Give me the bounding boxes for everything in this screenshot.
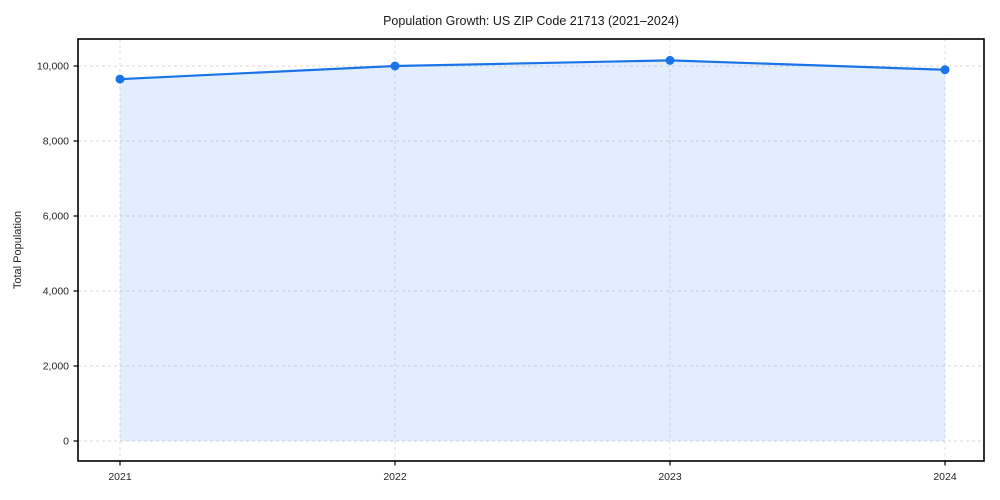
- plot-background: [78, 39, 984, 461]
- x-tick-label: 2024: [933, 471, 957, 483]
- data-points: [115, 55, 950, 84]
- x-tick-label: 2022: [383, 471, 407, 483]
- line-series: [118, 59, 947, 81]
- y-tick-label: 4,000: [43, 286, 69, 298]
- data-point-2024: [940, 65, 950, 75]
- x-tick-label: 2021: [108, 471, 132, 483]
- data-point-2023: [665, 55, 675, 65]
- data-point-2021: [115, 74, 125, 84]
- y-tick-label: 2,000: [43, 361, 69, 373]
- x-tick-labels: 2021 2022 2023 2024: [108, 471, 957, 483]
- y-axis-label: Total Population: [12, 211, 24, 289]
- y-tick-label: 10,000: [37, 61, 69, 73]
- plot-frame: [77, 38, 985, 462]
- data-point-2022: [390, 61, 400, 71]
- x-tick-label: 2023: [658, 471, 682, 483]
- y-tick-labels: 0 2,000 4,000 6,000 8,000 10,000: [37, 61, 69, 448]
- y-tick-label: 0: [63, 436, 69, 448]
- chart-title: Population Growth: US ZIP Code 21713 (20…: [383, 14, 679, 28]
- y-tick-label: 6,000: [43, 211, 69, 223]
- y-tick-label: 8,000: [43, 136, 69, 148]
- area-fill: [120, 60, 945, 441]
- gridlines: [78, 39, 984, 461]
- axis-tick-marks: [73, 65, 946, 466]
